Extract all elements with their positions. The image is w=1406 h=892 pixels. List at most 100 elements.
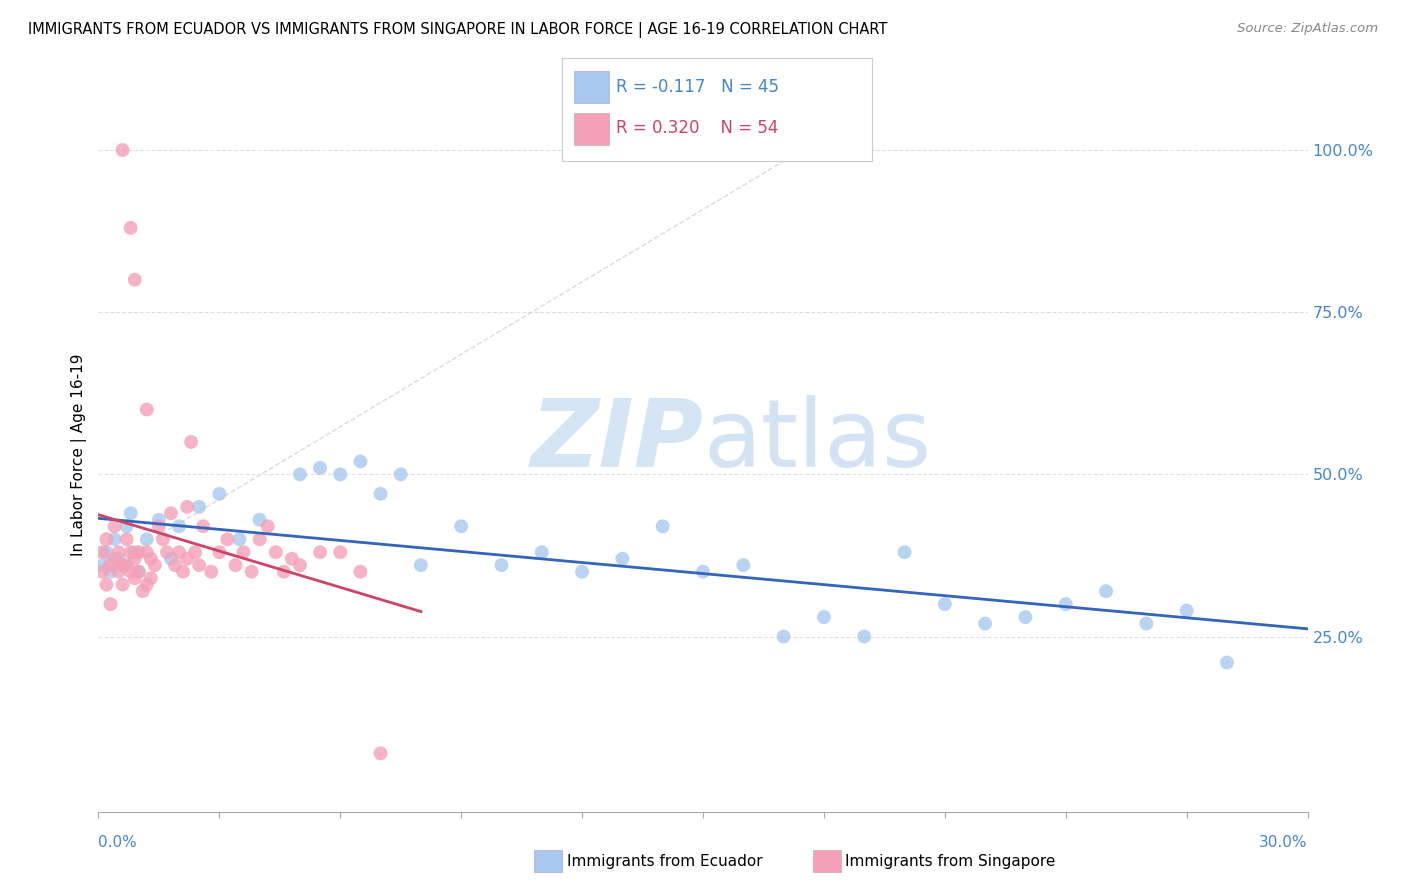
Point — [853, 630, 876, 644]
Point — [281, 551, 304, 566]
Point — [96, 577, 118, 591]
Point — [120, 565, 142, 579]
Point — [100, 565, 122, 579]
Text: atlas: atlas — [703, 394, 931, 487]
Point — [91, 565, 114, 579]
Point — [120, 545, 142, 559]
Text: Immigrants from Ecuador: Immigrants from Ecuador — [567, 855, 762, 869]
Point — [813, 610, 835, 624]
Text: R = -0.117   N = 45: R = -0.117 N = 45 — [616, 78, 779, 95]
Point — [124, 571, 146, 585]
Point — [128, 565, 150, 579]
Point — [329, 545, 352, 559]
Point — [111, 577, 134, 591]
Point — [107, 551, 129, 566]
Point — [772, 630, 794, 644]
Text: Immigrants from Singapore: Immigrants from Singapore — [845, 855, 1056, 869]
Point — [120, 220, 142, 235]
Point — [612, 551, 634, 566]
Point — [273, 565, 295, 579]
Point — [167, 545, 190, 559]
Point — [193, 519, 215, 533]
Point — [107, 565, 129, 579]
Point — [200, 565, 222, 579]
Point — [103, 551, 125, 566]
Point — [103, 533, 125, 547]
Point — [389, 467, 412, 482]
Point — [450, 519, 472, 533]
Point — [115, 533, 138, 547]
Point — [115, 558, 138, 573]
Point — [124, 551, 146, 566]
Point — [974, 616, 997, 631]
Point — [135, 402, 157, 417]
Point — [128, 565, 150, 579]
Point — [1095, 584, 1118, 599]
Text: 0.0%: 0.0% — [98, 836, 138, 850]
Point — [893, 545, 915, 559]
Point — [172, 565, 194, 579]
Point — [491, 558, 513, 573]
Point — [148, 519, 170, 533]
Point — [184, 545, 207, 559]
Point — [128, 545, 150, 559]
Point — [124, 545, 146, 559]
Point — [91, 558, 114, 573]
Point — [96, 545, 118, 559]
Point — [249, 533, 271, 547]
Point — [139, 571, 162, 585]
Point — [132, 584, 155, 599]
Point — [1135, 616, 1157, 631]
Point — [370, 487, 392, 501]
Point — [349, 454, 371, 468]
Point — [370, 747, 392, 761]
Point — [264, 545, 287, 559]
Point — [249, 513, 271, 527]
Point — [692, 565, 714, 579]
Point — [115, 519, 138, 533]
Point — [651, 519, 673, 533]
Point — [188, 500, 211, 514]
Point — [139, 551, 162, 566]
Point — [135, 577, 157, 591]
Point — [91, 545, 114, 559]
Point — [167, 519, 190, 533]
Point — [232, 545, 254, 559]
Point — [409, 558, 432, 573]
Point — [107, 545, 129, 559]
Point — [111, 558, 134, 573]
Point — [1054, 597, 1077, 611]
Y-axis label: In Labor Force | Age 16-19: In Labor Force | Age 16-19 — [72, 353, 87, 557]
Point — [934, 597, 956, 611]
Point — [217, 533, 239, 547]
Point — [156, 545, 179, 559]
Point — [160, 551, 183, 566]
Point — [240, 565, 263, 579]
Point — [1014, 610, 1036, 624]
Point — [111, 558, 134, 573]
Point — [208, 487, 231, 501]
Point — [1216, 656, 1239, 670]
Point — [309, 545, 332, 559]
Point — [188, 558, 211, 573]
Point — [100, 597, 122, 611]
Point — [733, 558, 755, 573]
Text: IMMIGRANTS FROM ECUADOR VS IMMIGRANTS FROM SINGAPORE IN LABOR FORCE | AGE 16-19 : IMMIGRANTS FROM ECUADOR VS IMMIGRANTS FR… — [28, 22, 887, 38]
Point — [96, 533, 118, 547]
Point — [288, 467, 311, 482]
Point — [152, 533, 174, 547]
Point — [349, 565, 371, 579]
Point — [208, 545, 231, 559]
Point — [1175, 604, 1198, 618]
Point — [176, 500, 198, 514]
Point — [530, 545, 553, 559]
Point — [120, 506, 142, 520]
Point — [160, 506, 183, 520]
Point — [228, 533, 250, 547]
Point — [111, 143, 134, 157]
Point — [288, 558, 311, 573]
Point — [163, 558, 186, 573]
Point — [135, 533, 157, 547]
Point — [176, 551, 198, 566]
Point — [103, 519, 125, 533]
